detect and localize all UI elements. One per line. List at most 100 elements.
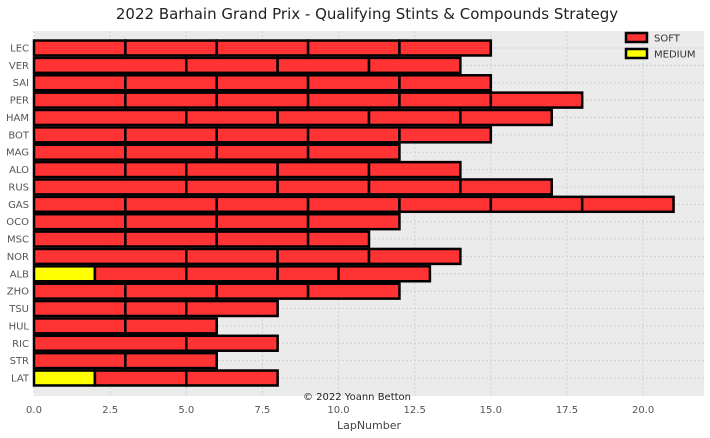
stint-bar [32,230,127,248]
stint-bar [185,265,279,283]
driver-label: STR [10,356,29,367]
stint-bar [32,108,188,127]
driver-label: LAT [11,374,30,385]
stint-bar [124,212,218,231]
legend-swatch [624,47,649,60]
lap-tick-labels: 0.0 2.5 5.0 7.5 10.0 12.5 15.0 17.5 20.0 [26,405,654,416]
stint-bar [185,108,279,127]
x-tick-label: 5.0 [178,405,194,416]
stint-bar [306,195,401,214]
stint-bar [32,126,127,144]
stint-bar [398,39,493,57]
stint-bar [124,39,218,57]
driver-label: ZHO [7,287,29,298]
x-tick-label: 15.0 [480,405,502,416]
stint-bar [124,74,218,92]
credit-text: © 2022 Yoann Betton [303,392,411,403]
driver-label: HAM [6,113,29,124]
stint-bar [32,178,188,196]
stint-bar [32,282,127,300]
stint-bar [459,178,553,196]
stint-bar [185,178,279,196]
stint-bar [489,91,584,109]
driver-label: MSC [7,235,29,246]
stint-bar [32,265,97,283]
stint-bar [398,74,493,92]
x-tick-label: 0.0 [26,405,42,416]
driver-label: SAI [13,78,29,89]
stint-bar [32,74,127,92]
chart-title: 2022 Barhain Grand Prix - Qualifying Sti… [116,5,618,23]
stint-bar [367,160,462,179]
legend: SOFT MEDIUM [624,31,696,61]
stint-bar [32,369,97,387]
stint-bar [185,160,279,179]
x-tick-label: 12.5 [404,405,426,416]
stint-bar [185,247,279,266]
stint-bar [215,212,310,231]
stint-bar [185,369,279,387]
stint-bar [215,230,310,248]
driver-label: NOR [7,252,29,263]
stint-bar [124,195,218,214]
stint-bar [185,334,279,352]
driver-label: BOT [8,130,30,141]
stint-bar [124,91,218,109]
driver-label: VER [9,61,29,72]
stint-bar [124,282,218,300]
stint-bar [306,282,401,300]
stint-bar [276,160,371,179]
stint-bar [32,91,127,109]
stint-bar [215,126,310,144]
stint-bar [32,351,127,370]
stint-bar [306,126,401,144]
stint-bar [398,195,493,214]
stint-bar [276,247,371,266]
stint-bar [276,56,371,75]
stint-bar [306,74,401,92]
stint-bar [306,143,401,161]
stint-bar [124,126,218,144]
stint-bar [398,126,493,144]
legend-swatch [624,31,649,44]
stint-bar [398,91,493,109]
driver-label: TSU [8,304,29,315]
driver-label: RIC [12,339,29,350]
stint-bar [32,212,127,231]
driver-label: MAG [6,148,29,159]
stint-bar [32,299,127,318]
driver-label: PER [10,96,29,107]
stint-bar [367,247,462,266]
stint-bar [215,143,310,161]
stint-bar [367,56,462,75]
driver-label: HUL [9,321,30,332]
x-axis-label: LapNumber [337,419,402,432]
legend-label: SOFT [654,34,681,45]
stint-bar [276,265,340,283]
driver-label: LEC [10,44,29,55]
stint-bar [32,195,127,214]
stint-bar [185,299,279,318]
stint-bar [367,108,462,127]
stint-bar [93,265,188,283]
stint-bar [367,178,462,196]
driver-label: OCO [6,217,29,228]
stint-bar [276,108,371,127]
stint-bar [580,195,675,214]
stint-bar [215,39,310,57]
stint-bar [32,334,188,352]
stint-bar [32,160,127,179]
x-tick-label: 10.0 [327,405,349,416]
x-tick-label: 17.5 [556,405,578,416]
driver-tick-labels: LEC VER SAI PER HAM BOT MAG ALO RUS GAS OCO MSC NOR A… [6,44,30,385]
stint-bar [32,247,188,266]
stint-bar [337,265,432,283]
stint-bar [124,299,188,318]
driver-label: ALO [9,165,29,176]
stint-bar [124,160,188,179]
stint-bar [459,108,553,127]
stint-bar [306,39,401,57]
stint-bar [215,195,310,214]
stint-bar [306,230,371,248]
stint-bar [185,56,279,75]
